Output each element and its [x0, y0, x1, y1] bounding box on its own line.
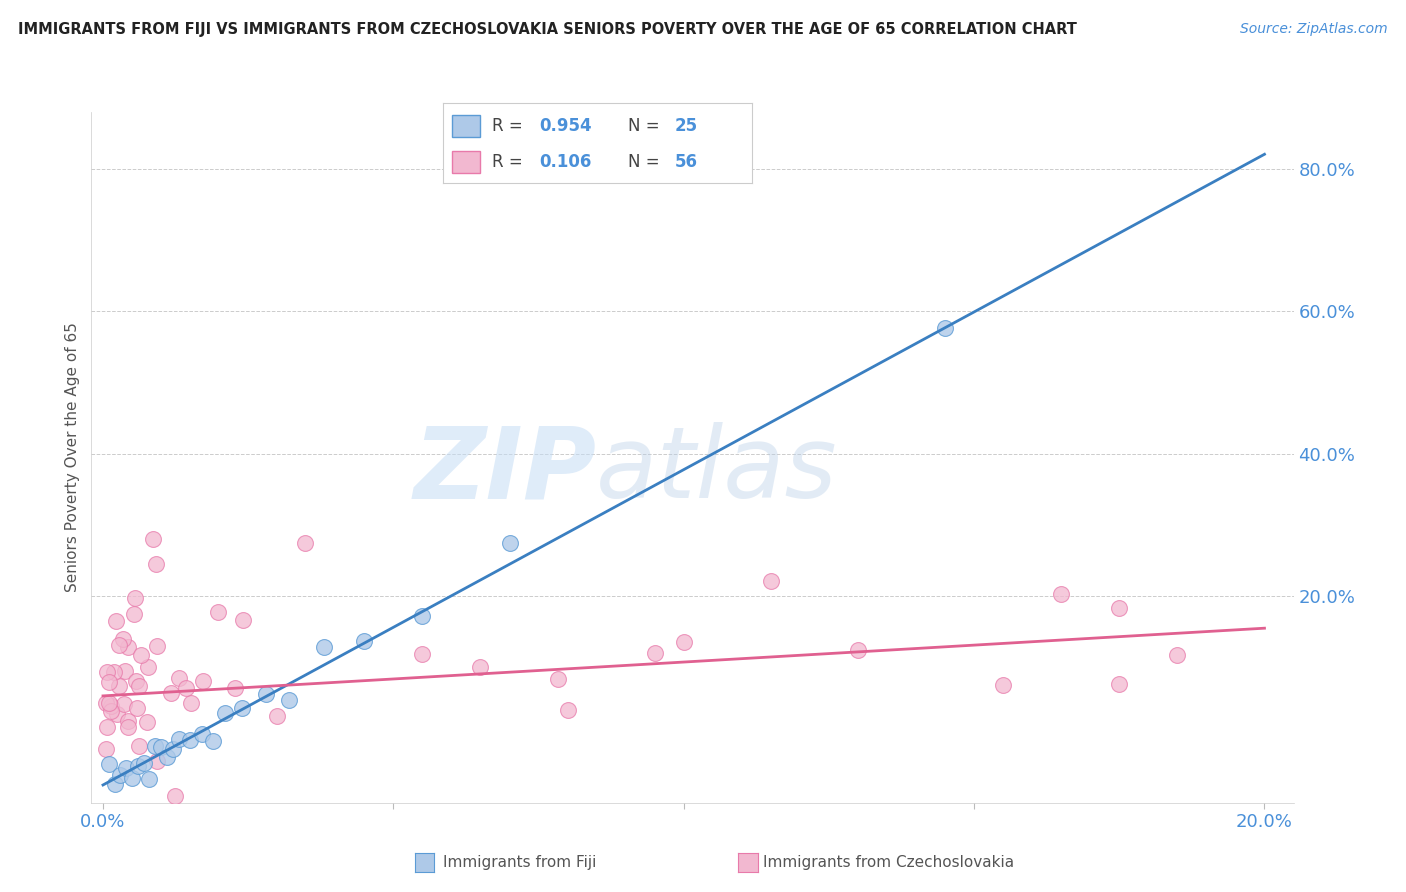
Point: [470, 660, 492, 674]
Point: [277, 693, 299, 707]
Point: [557, 702, 579, 716]
Point: [124, 673, 146, 688]
Point: [97, 675, 120, 690]
Point: [191, 674, 214, 689]
Text: 0.954: 0.954: [538, 117, 592, 135]
Point: [1108, 677, 1130, 691]
Point: [150, 739, 173, 754]
Point: [214, 706, 236, 720]
Point: [644, 646, 666, 660]
Point: [112, 698, 135, 712]
Point: [231, 701, 253, 715]
Point: [110, 768, 132, 782]
FancyBboxPatch shape: [453, 151, 479, 173]
Text: R =: R =: [492, 153, 529, 171]
Point: [117, 720, 139, 734]
Point: [353, 634, 375, 648]
Point: [115, 761, 138, 775]
Point: [1166, 648, 1188, 663]
Point: [100, 699, 122, 714]
Text: IMMIGRANTS FROM FIJI VS IMMIGRANTS FROM CZECHOSLOVAKIA SENIORS POVERTY OVER THE : IMMIGRANTS FROM FIJI VS IMMIGRANTS FROM …: [18, 22, 1077, 37]
Point: [411, 608, 433, 623]
Point: [117, 714, 139, 728]
Point: [124, 607, 146, 621]
Point: [129, 648, 152, 662]
Point: [124, 591, 146, 606]
Point: [103, 665, 125, 680]
Text: 0.106: 0.106: [538, 153, 591, 171]
Point: [108, 679, 131, 693]
Point: [112, 632, 135, 647]
Point: [934, 321, 956, 335]
Point: [127, 759, 149, 773]
Point: [254, 687, 277, 701]
Point: [672, 635, 695, 649]
Text: N =: N =: [628, 117, 665, 135]
Point: [105, 707, 128, 722]
Point: [160, 686, 183, 700]
Text: Immigrants from Czechoslovakia: Immigrants from Czechoslovakia: [763, 855, 1015, 870]
Point: [132, 756, 155, 770]
Text: Source: ZipAtlas.com: Source: ZipAtlas.com: [1240, 22, 1388, 37]
Text: Immigrants from Fiji: Immigrants from Fiji: [443, 855, 596, 870]
Text: R =: R =: [492, 117, 529, 135]
Point: [991, 678, 1014, 692]
Text: atlas: atlas: [596, 423, 838, 519]
Text: N =: N =: [628, 153, 665, 171]
Point: [107, 638, 129, 652]
Point: [128, 739, 150, 754]
Point: [232, 613, 254, 627]
Point: [104, 614, 127, 628]
Point: [547, 672, 569, 686]
Point: [167, 731, 190, 746]
Point: [163, 789, 186, 803]
Point: [127, 700, 149, 714]
FancyBboxPatch shape: [453, 115, 479, 137]
Point: [1108, 600, 1130, 615]
Point: [190, 727, 212, 741]
Text: 25: 25: [675, 117, 697, 135]
Point: [846, 643, 869, 657]
Point: [156, 750, 179, 764]
Point: [143, 739, 166, 753]
Point: [128, 679, 150, 693]
Point: [169, 671, 191, 685]
Point: [294, 535, 316, 549]
Point: [138, 772, 160, 786]
Point: [135, 715, 157, 730]
Point: [121, 771, 143, 785]
Point: [117, 640, 139, 654]
Point: [202, 733, 225, 747]
Point: [179, 733, 201, 747]
Point: [96, 742, 118, 756]
Text: ZIP: ZIP: [413, 423, 596, 519]
Point: [146, 640, 169, 654]
Point: [97, 696, 120, 710]
Point: [1050, 587, 1073, 601]
Y-axis label: Seniors Poverty Over the Age of 65: Seniors Poverty Over the Age of 65: [65, 322, 80, 592]
Point: [94, 696, 117, 710]
Point: [145, 557, 167, 571]
Point: [312, 640, 335, 655]
Point: [114, 664, 136, 678]
Point: [136, 659, 159, 673]
Point: [207, 605, 229, 619]
Point: [96, 665, 118, 680]
Point: [174, 681, 197, 695]
Point: [759, 574, 782, 589]
Point: [97, 756, 120, 771]
Point: [224, 681, 246, 696]
Text: 56: 56: [675, 153, 697, 171]
Point: [100, 704, 122, 718]
Point: [142, 532, 165, 546]
Point: [104, 777, 127, 791]
Point: [498, 535, 520, 549]
Point: [162, 742, 184, 756]
Point: [180, 696, 202, 710]
Point: [411, 647, 433, 661]
Point: [266, 709, 288, 723]
Point: [146, 754, 169, 768]
Point: [96, 720, 118, 734]
